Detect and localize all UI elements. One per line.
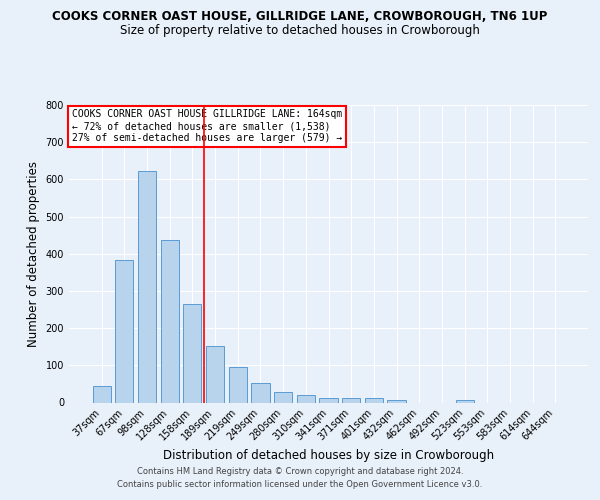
X-axis label: Distribution of detached houses by size in Crowborough: Distribution of detached houses by size … [163, 449, 494, 462]
Bar [206, 346, 224, 403]
Bar [342, 398, 360, 402]
Bar [229, 367, 247, 402]
Bar [161, 240, 179, 402]
Bar [115, 260, 133, 402]
Bar [297, 396, 315, 402]
Y-axis label: Number of detached properties: Number of detached properties [27, 161, 40, 347]
Text: Size of property relative to detached houses in Crowborough: Size of property relative to detached ho… [120, 24, 480, 37]
Bar [251, 383, 269, 402]
Bar [184, 304, 202, 402]
Text: COOKS CORNER OAST HOUSE, GILLRIDGE LANE, CROWBOROUGH, TN6 1UP: COOKS CORNER OAST HOUSE, GILLRIDGE LANE,… [52, 10, 548, 23]
Bar [365, 398, 383, 402]
Bar [274, 392, 292, 402]
Bar [388, 400, 406, 402]
Bar [138, 171, 156, 402]
Text: Contains HM Land Registry data © Crown copyright and database right 2024.: Contains HM Land Registry data © Crown c… [137, 467, 463, 476]
Text: COOKS CORNER OAST HOUSE GILLRIDGE LANE: 164sqm
← 72% of detached houses are smal: COOKS CORNER OAST HOUSE GILLRIDGE LANE: … [71, 110, 342, 142]
Bar [319, 398, 338, 402]
Bar [92, 386, 111, 402]
Bar [455, 400, 473, 402]
Text: Contains public sector information licensed under the Open Government Licence v3: Contains public sector information licen… [118, 480, 482, 489]
